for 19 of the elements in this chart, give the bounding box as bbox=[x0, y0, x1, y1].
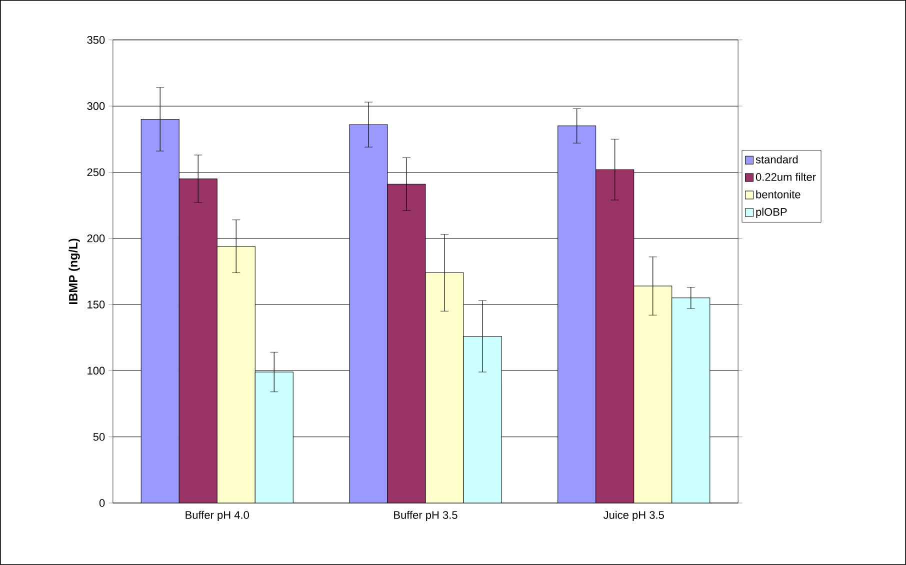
y-tick-label: 250 bbox=[87, 168, 105, 176]
y-tick-label: 150 bbox=[88, 300, 105, 308]
y-axis-title: IBMP (ng/L) bbox=[68, 238, 80, 304]
y-tick-label: 300 bbox=[87, 102, 105, 110]
y-tick-label: 350 bbox=[87, 36, 105, 44]
y-tick-label: 50 bbox=[93, 433, 105, 441]
x-tick-label: Buffer pH 4.0 bbox=[186, 510, 249, 522]
x-tick-label: Juice pH 3.5 bbox=[603, 510, 664, 522]
legend-label: bentonite bbox=[756, 190, 800, 198]
legend-label: standard bbox=[756, 155, 798, 164]
bar bbox=[463, 336, 502, 504]
legend-label: 0.22um filter bbox=[756, 172, 816, 181]
legend-label: plOBP bbox=[756, 208, 787, 218]
bar bbox=[254, 372, 294, 504]
bar bbox=[672, 298, 710, 504]
y-tick-label: 100 bbox=[88, 366, 105, 375]
x-tick-label: Buffer pH 3.5 bbox=[394, 510, 458, 522]
y-tick-label: 200 bbox=[87, 234, 105, 242]
y-tick-label: 0 bbox=[99, 499, 105, 507]
